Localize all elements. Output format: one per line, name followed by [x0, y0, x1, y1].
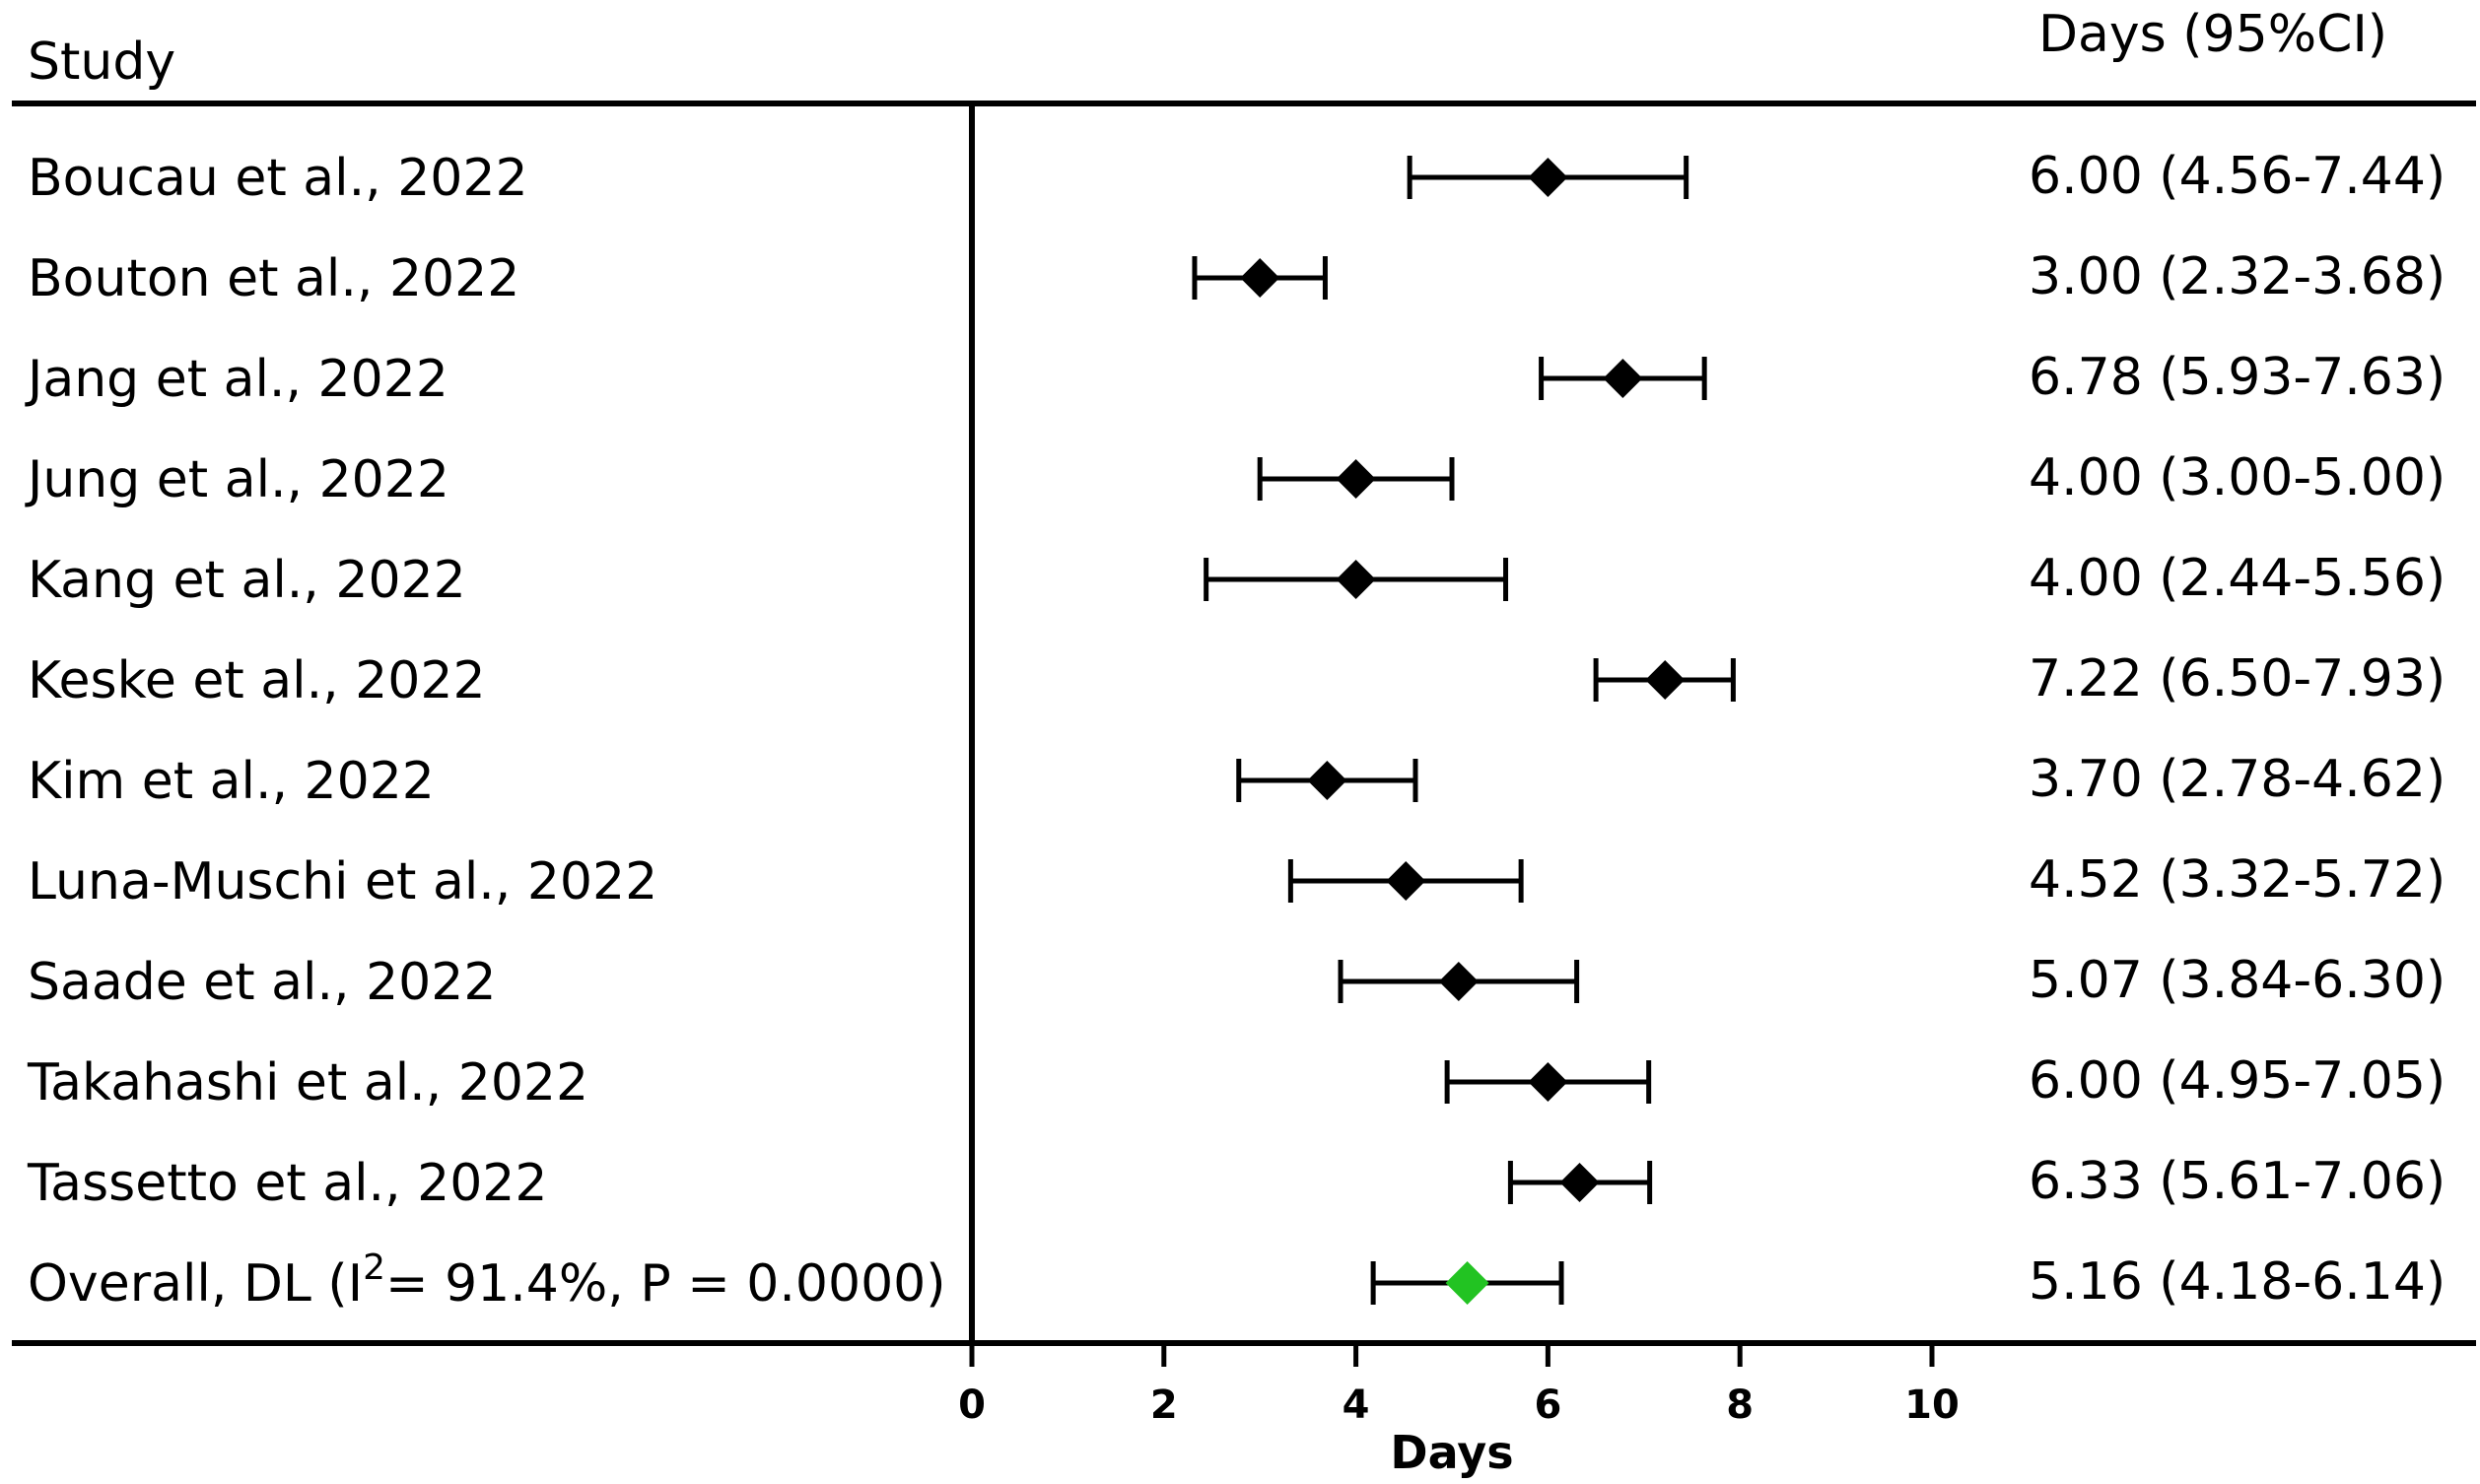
- ci-label: 6.33 (5.61-7.06): [2029, 1152, 2446, 1211]
- overall-label-prefix: Overall, DL (I: [28, 1254, 363, 1314]
- study-label: Boucau et al., 2022: [28, 149, 528, 208]
- study-label: Jang et al., 2022: [25, 350, 448, 409]
- study-label: Kim et al., 2022: [28, 752, 435, 811]
- estimate-marker: [1386, 861, 1426, 901]
- study-rows: Boucau et al., 2022 6.00 (4.56-7.44) Bouto…: [25, 147, 2446, 1314]
- x-tick-label: 8: [1726, 1383, 1754, 1428]
- x-tick-label: 10: [1904, 1383, 1960, 1428]
- estimate-marker: [1240, 258, 1280, 298]
- ci-label: 6.00 (4.95-7.05): [2029, 1051, 2446, 1111]
- ci-label: 4.52 (3.32-5.72): [2029, 850, 2446, 910]
- ci-label: 7.22 (6.50-7.93): [2029, 649, 2446, 708]
- estimate-marker: [1438, 962, 1479, 1001]
- header-study-label: Study: [28, 33, 175, 92]
- ci-label: 3.00 (2.32-3.68): [2029, 247, 2446, 306]
- header-estimate-label: Days (95%CI): [2038, 5, 2387, 64]
- study-label: Tassetto et al., 2022: [27, 1154, 547, 1213]
- overall-row: Overall, DL (I2= 91.4%, P = 0.0000) 5.16 …: [28, 1248, 2446, 1314]
- ci-label: 6.00 (4.56-7.44): [2029, 147, 2446, 206]
- study-label: Kang et al., 2022: [28, 551, 466, 610]
- ci-label: 3.70 (2.78-4.62): [2029, 750, 2446, 809]
- study-row: Saade et al., 2022 5.07 (3.84-6.30): [28, 951, 2446, 1012]
- x-tick-label: 4: [1343, 1383, 1370, 1428]
- study-row: Kang et al., 2022 4.00 (2.44-5.56): [28, 549, 2446, 610]
- study-label: Keske et al., 2022: [28, 651, 486, 710]
- study-row: Luna-Muschi et al., 2022 4.52 (3.32-5.72): [28, 850, 2446, 911]
- study-row: Tassetto et al., 2022 6.33 (5.61-7.06): [27, 1152, 2446, 1213]
- estimate-marker: [1645, 660, 1686, 700]
- ci-label: 5.07 (3.84-6.30): [2029, 951, 2446, 1010]
- x-axis-title: Days: [1390, 1426, 1513, 1479]
- study-label: Bouton et al., 2022: [28, 249, 519, 308]
- x-axis: 0 2 4 6 8 10: [958, 1343, 1960, 1428]
- overall-estimate-marker: [1445, 1261, 1489, 1305]
- study-row: Keske et al., 2022 7.22 (6.50-7.93): [28, 649, 2446, 710]
- study-row: Takahashi et al., 2022 6.00 (4.95-7.05): [27, 1051, 2446, 1113]
- study-row: Boucau et al., 2022 6.00 (4.56-7.44): [28, 147, 2446, 208]
- overall-ci-label: 5.16 (4.18-6.14): [2029, 1252, 2446, 1312]
- x-tick-label: 6: [1534, 1383, 1561, 1428]
- estimate-marker: [1528, 1062, 1568, 1102]
- study-row: Kim et al., 2022 3.70 (2.78-4.62): [28, 750, 2446, 811]
- study-label: Luna-Muschi et al., 2022: [28, 852, 657, 911]
- ci-label: 6.78 (5.93-7.63): [2029, 348, 2446, 407]
- estimate-marker: [1559, 1163, 1600, 1202]
- study-row: Jung et al., 2022 4.00 (3.00-5.00): [25, 448, 2446, 509]
- study-label: Saade et al., 2022: [28, 953, 496, 1012]
- x-tick-label: 2: [1150, 1383, 1178, 1428]
- overall-label-superscript: 2: [363, 1248, 385, 1288]
- ci-label: 4.00 (2.44-5.56): [2029, 549, 2446, 608]
- study-label: Takahashi et al., 2022: [27, 1053, 588, 1113]
- estimate-marker: [1307, 761, 1347, 800]
- estimate-marker: [1603, 359, 1643, 398]
- x-tick-label: 0: [958, 1383, 986, 1428]
- study-row: Bouton et al., 2022 3.00 (2.32-3.68): [28, 247, 2446, 308]
- overall-label: Overall, DL (I2= 91.4%, P = 0.0000): [28, 1248, 946, 1314]
- overall-label-suffix: = 91.4%, P = 0.0000): [385, 1254, 946, 1314]
- estimate-marker: [1336, 459, 1376, 499]
- ci-label: 4.00 (3.00-5.00): [2029, 448, 2446, 507]
- study-row: Jang et al., 2022 6.78 (5.93-7.63): [25, 348, 2446, 409]
- estimate-marker: [1336, 560, 1376, 599]
- study-label: Jung et al., 2022: [25, 450, 449, 509]
- estimate-marker: [1528, 158, 1568, 197]
